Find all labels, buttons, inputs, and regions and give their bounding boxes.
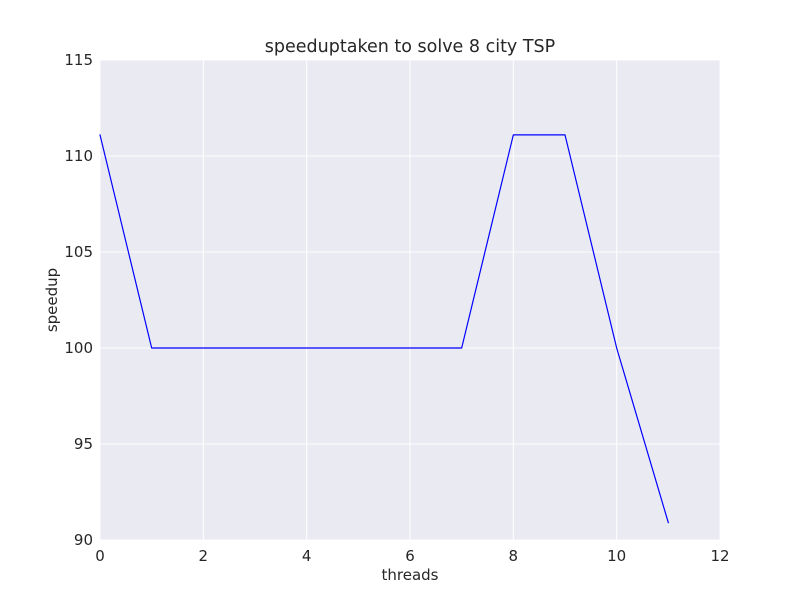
y-tick-label: 110 [64,147,93,165]
y-tick-label: 105 [64,243,93,261]
data-point [151,347,152,348]
x-axis-label: threads [382,566,439,584]
data-point [616,347,617,348]
y-axis-label: speedup [43,268,61,332]
series-layer [99,134,669,524]
x-tick-label: 2 [199,547,209,565]
y-tick-label: 95 [74,435,93,453]
data-point [99,134,100,135]
y-tick-label: 115 [64,51,93,69]
data-point [203,347,204,348]
data-point [668,522,669,523]
data-point [254,347,255,348]
data-point [358,347,359,348]
x-tick-label: 4 [302,547,312,565]
y-tick-label: 100 [64,339,93,357]
data-point [306,347,307,348]
data-point [409,347,410,348]
chart-title: speeduptaken to solve 8 city TSP [265,37,555,57]
x-tick-label: 6 [405,547,415,565]
x-tick-label: 8 [509,547,519,565]
data-point [513,134,514,135]
data-point [461,347,462,348]
y-tick-label: 90 [74,531,93,549]
x-tick-label: 10 [607,547,626,565]
data-point [564,134,565,135]
x-tick-label: 0 [95,547,105,565]
x-tick-label: 12 [710,547,729,565]
series-line [99,134,669,524]
tick-labels: 0 2 4 6 8 10 12 90 95 100 105 110 115 [64,51,729,565]
